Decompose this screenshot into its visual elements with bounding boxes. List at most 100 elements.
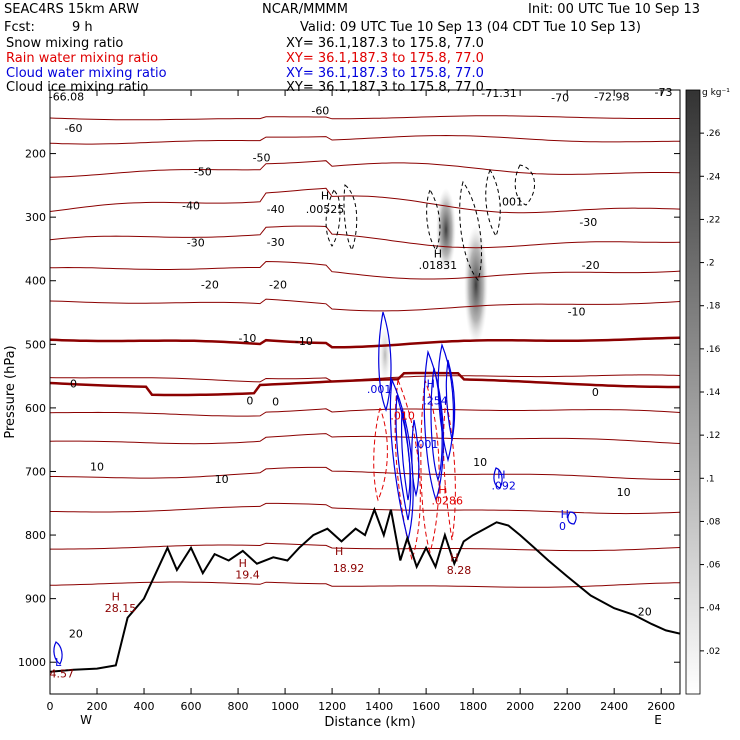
colorbar-tick-label: .18 — [706, 302, 721, 312]
isotherm — [50, 298, 680, 312]
extremum-label: H — [434, 247, 442, 260]
x-tick-label: 600 — [181, 700, 202, 713]
isotherm — [50, 336, 680, 349]
y-axis-label: Pressure (hPa) — [3, 345, 18, 438]
y-tick-label: 200 — [25, 148, 46, 161]
isotherm — [50, 225, 680, 249]
field-cloud-ice-name: Cloud ice mixing ratio — [6, 80, 149, 95]
isotherm-label: -10 — [238, 332, 256, 345]
isotherm-label: 0 — [272, 396, 279, 409]
isotherm-label: -66.08 — [49, 90, 84, 103]
extremum-label: .254 — [423, 394, 448, 407]
y-tick-label: 300 — [25, 211, 46, 224]
x-tick-label: 1000 — [271, 700, 299, 713]
isotherm-label: 10 — [215, 473, 229, 486]
extremum-label: .00525 — [306, 203, 345, 216]
colorbar-tick-label: .26 — [706, 129, 721, 139]
x-tick-label: 2600 — [647, 700, 675, 713]
isotherm-label: 10 — [90, 460, 104, 473]
isotherm-label: -20 — [201, 279, 219, 292]
isotherm — [50, 187, 680, 214]
west-label: W — [80, 713, 92, 727]
colorbar-tick-label: .08 — [706, 517, 721, 527]
colorbar-tick-label: .14 — [706, 388, 721, 398]
isotherm-label: -71.31 — [481, 87, 516, 100]
isotherm-label: 0 — [246, 394, 253, 407]
y-tick-label: 900 — [25, 593, 46, 606]
isotherm-label: -30 — [579, 216, 597, 229]
terrain-line — [50, 506, 680, 673]
isotherm-label: -50 — [194, 165, 212, 178]
east-label: E — [654, 713, 662, 727]
field-rain-name: Rain water mixing ratio — [6, 51, 159, 66]
extremum-label: H — [335, 545, 343, 558]
isotherm-label: 0 — [70, 378, 77, 391]
field-cloud-ice-xy: XY= 36.1,187.3 to 175.8, 77.0 — [286, 80, 484, 95]
colorbar-tick-label: .22 — [706, 215, 720, 225]
temperature-contours — [50, 115, 680, 588]
colorbar-tick-label: .1 — [706, 474, 715, 484]
colorbar-ticks: .02 .04 .06 .08 .1 .12 .14 .16 .18 .2 .22 .24 .26 — [700, 129, 721, 657]
y-tick-label: 1000 — [18, 656, 46, 669]
extremum-label: H — [561, 508, 569, 521]
extremum-label: H — [427, 378, 435, 391]
isotherm-label: -73 — [655, 86, 673, 99]
extremum-label: 8.28 — [447, 564, 472, 577]
plot-frame — [49, 89, 681, 695]
isotherm — [50, 134, 680, 145]
isotherm-label: -20 — [269, 279, 287, 292]
isotherm-label: -72.98 — [594, 90, 629, 103]
isotherm-label: 20 — [638, 605, 652, 618]
extremum-label: .001 — [367, 383, 392, 396]
field-cloud-water-name: Cloud water mixing ratio — [6, 66, 167, 81]
isotherm — [50, 433, 680, 445]
extremum-label: H — [321, 190, 329, 203]
x-tick-label: 1800 — [459, 700, 487, 713]
isotherm-label: -60 — [65, 122, 83, 135]
extremum-label: .0286 — [432, 495, 464, 508]
isotherm-label: -30 — [187, 237, 205, 250]
y-tick-label: 700 — [25, 465, 46, 478]
y-tick-label: 400 — [25, 275, 46, 288]
isotherm-label: 10 — [617, 486, 631, 499]
valid-time: Valid: 09 UTC Tue 10 Sep 13 (04 CDT Tue … — [300, 20, 641, 35]
extremum-label: H — [239, 557, 247, 570]
extremum-label: .001 — [498, 195, 523, 208]
isotherm-label: -10 — [295, 335, 313, 348]
extremum-label: .010 — [390, 410, 415, 423]
x-tick-label: 1600 — [412, 700, 440, 713]
x-tick-label: 2000 — [506, 700, 534, 713]
isotherm-label: 20 — [69, 628, 83, 641]
x-tick-label: 400 — [134, 700, 155, 713]
isotherm-label: -20 — [582, 259, 600, 272]
y-tick-label: 800 — [25, 529, 46, 542]
extremum-label: H — [112, 591, 120, 604]
colorbar-tick-label: .16 — [706, 345, 721, 355]
x-tick-label: 200 — [87, 700, 108, 713]
x-axis-label: Distance (km) — [324, 715, 415, 730]
extremum-label: H — [497, 469, 505, 482]
isotherm — [50, 466, 680, 481]
isotherm — [50, 542, 680, 552]
colorbar-tick-label: .12 — [706, 431, 720, 441]
isotherm — [50, 502, 680, 515]
isotherm-label: -60 — [311, 104, 329, 117]
colorbar-unit: g kg⁻¹ — [702, 88, 730, 98]
isotherm-label: -40 — [182, 200, 200, 213]
y-tick-label: 500 — [25, 338, 46, 351]
colorbar — [685, 89, 701, 695]
extremum-label: H — [438, 483, 446, 496]
extremum-label: H — [450, 551, 458, 564]
org-label: NCAR/MMMM — [262, 2, 348, 17]
fcst-label: Fcst: — [4, 20, 35, 35]
extremum-label: 19.4 — [235, 568, 260, 581]
extremum-label: 28.15 — [105, 602, 137, 615]
field-cloud-water-xy: XY= 36.1,187.3 to 175.8, 77.0 — [286, 66, 484, 81]
x-tick-label: 0 — [47, 700, 54, 713]
colorbar-tick-label: .24 — [706, 172, 721, 182]
isotherm-label: 0 — [592, 386, 599, 399]
field-rain-xy: XY= 36.1,187.3 to 175.8, 77.0 — [286, 51, 484, 66]
axes: 0 200 400 600 800 1000 1200 1400 1600 1800 2000 220… — [18, 90, 680, 713]
isotherm-label: -40 — [267, 203, 285, 216]
